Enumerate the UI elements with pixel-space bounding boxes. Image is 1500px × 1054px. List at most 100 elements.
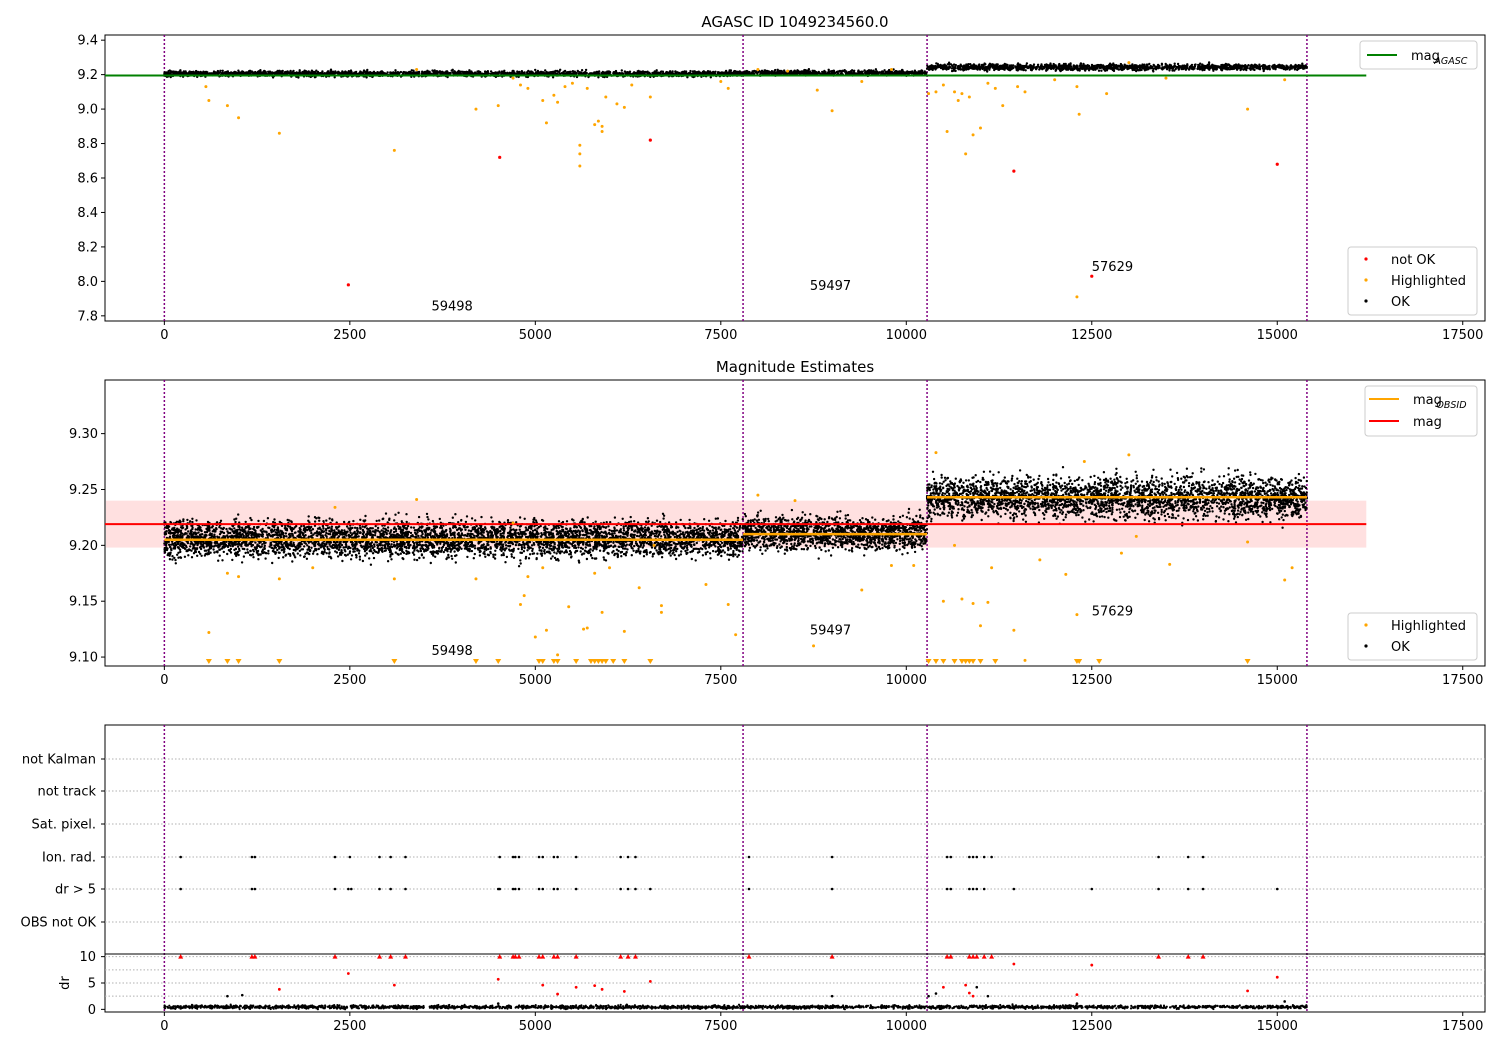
below-limit-marker (621, 659, 628, 664)
dr-clipped-marker (944, 954, 950, 959)
dr-clipped-marker (252, 954, 258, 959)
flag-point (556, 887, 559, 891)
flag-point (982, 887, 986, 891)
estimates-highlighted-point (585, 626, 589, 630)
flag-point (389, 887, 392, 891)
agasc-highlighted-point (971, 133, 975, 137)
flag-point (541, 855, 545, 859)
estimates-frame (104, 379, 1486, 667)
agasc-highlighted-point (1246, 107, 1250, 111)
agasc-frame (104, 34, 1486, 322)
agasc-highlighted-point (600, 129, 604, 133)
figure-title: AGASC ID 1049234560.0 (701, 13, 888, 31)
estimates-legend-bottom-dot-swatch (1364, 623, 1368, 627)
estimates-highlighted-point (392, 577, 396, 581)
estimates-ytick-label: 9.25 (69, 483, 98, 498)
estimates-highlighted-point (889, 563, 893, 567)
dr-black-point (830, 994, 834, 998)
estimates-highlighted-point (1038, 558, 1042, 562)
agasc-highlighted-point (541, 98, 545, 102)
below-limit-marker (276, 659, 283, 664)
agasc-highlighted-point (578, 143, 582, 147)
agasc-highlighted-point (830, 109, 834, 113)
estimates-highlighted-point (518, 603, 522, 607)
agasc-ytick-label: 8.2 (77, 240, 98, 255)
dr-red-point (971, 994, 975, 998)
flag-point (649, 887, 652, 891)
agasc-highlighted-point (474, 107, 478, 111)
estimates-highlighted-point (277, 577, 281, 581)
flag-point (990, 855, 993, 859)
flag-point (971, 855, 975, 859)
agasc-highlighted-point (600, 124, 604, 128)
agasc-highlighted-point (496, 104, 500, 108)
agasc-highlighted-point (204, 85, 208, 89)
dr-clipped-marker (516, 954, 522, 959)
dr-xtick-label: 5000 (519, 1019, 552, 1034)
flag-point (253, 855, 257, 859)
flag-point (619, 855, 622, 859)
flag-point (348, 855, 352, 859)
below-limit-marker (472, 659, 479, 664)
dr-ytick-label: 5 (88, 977, 96, 992)
estimates-legend-bottom-dot-swatch (1364, 644, 1368, 648)
flag-point (1157, 855, 1160, 859)
estimates-highlighted-point (1082, 460, 1086, 464)
below-limit-marker (573, 659, 580, 664)
agasc-highlighted-point (960, 92, 964, 96)
flag-point (552, 855, 556, 859)
dr-clipped-marker (625, 954, 631, 959)
flag-point (1186, 887, 1190, 891)
dr-black-point (226, 994, 229, 998)
estimates-highlighted-point (704, 582, 708, 586)
agasc-xtick-label: 10000 (886, 328, 927, 343)
agasc-ytick-label: 8.8 (77, 137, 98, 152)
agasc-legend-bottom-dot-swatch (1364, 257, 1368, 261)
estimates-highlighted-point (652, 543, 656, 547)
agasc-highlighted-point (518, 83, 522, 87)
estimates-ok-points (163, 466, 1309, 568)
estimates-highlighted-point (556, 653, 560, 657)
flag-point (333, 855, 337, 859)
agasc-legend-bottom (1347, 246, 1478, 316)
flags-category-label: Sat. pixel. (32, 818, 96, 833)
agasc-not-ok-point (1012, 169, 1016, 173)
below-limit-marker (940, 659, 947, 664)
agasc-xtick-label: 2500 (333, 328, 366, 343)
agasc-ok-points (163, 61, 1309, 79)
flag-point (945, 887, 949, 891)
flag-point (1012, 887, 1016, 891)
agasc-highlighted-point (615, 102, 619, 106)
dr-clipped-marker (555, 954, 561, 959)
estimates-highlighted-point (960, 597, 964, 601)
agasc-highlighted-point (511, 76, 515, 80)
dr-red-point (600, 987, 604, 991)
dr-black-point (986, 994, 990, 998)
agasc-obsid-annotation: 59497 (810, 279, 851, 294)
agasc-not-ok-point (1275, 162, 1279, 166)
flags-category-label: dr > 5 (55, 883, 96, 898)
flag-point (179, 855, 182, 859)
agasc-ytick-label: 9.4 (77, 34, 98, 49)
agasc-highlighted-point (927, 92, 931, 96)
agasc-highlighted-point (1075, 85, 1079, 89)
agasc-obsid-annotation: 59498 (431, 300, 472, 315)
agasc-xtick-label: 0 (160, 328, 168, 343)
dr-red-point (964, 983, 968, 987)
estimates-xtick-label: 12500 (1071, 673, 1112, 688)
agasc-highlighted-point (756, 67, 760, 71)
agasc-highlighted-point (967, 95, 971, 99)
dr-black-point (1283, 1000, 1286, 1003)
dr-red-point (622, 990, 626, 993)
dr-ytick-label: 0 (88, 1003, 96, 1018)
estimates-highlighted-point (659, 604, 663, 608)
estimates-highlighted-point (1246, 540, 1250, 544)
flag-point (404, 855, 407, 859)
below-limit-marker (970, 659, 977, 664)
flag-point (250, 887, 254, 891)
below-limit-marker (495, 659, 502, 664)
flag-point (513, 887, 517, 891)
estimates-highlighted-point (953, 543, 957, 547)
agasc-highlighted-point (570, 81, 574, 85)
